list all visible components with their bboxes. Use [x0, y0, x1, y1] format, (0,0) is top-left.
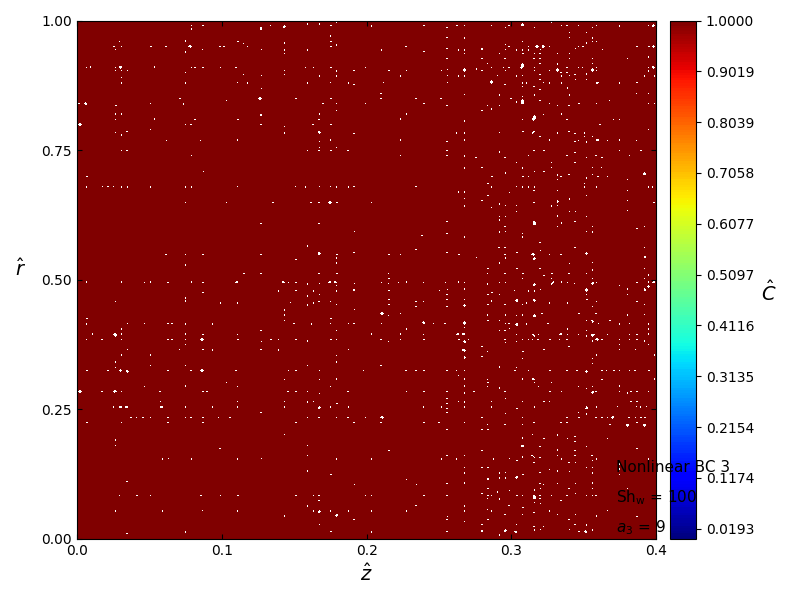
Text: $a_3$ = 9: $a_3$ = 9: [616, 518, 666, 538]
Text: $\mathrm{Sh_w}$ = 100: $\mathrm{Sh_w}$ = 100: [616, 488, 697, 508]
X-axis label: $\hat{z}$: $\hat{z}$: [360, 563, 373, 585]
Text: Nonlinear BC 3: Nonlinear BC 3: [616, 461, 730, 475]
Y-axis label: $\hat{r}$: $\hat{r}$: [15, 257, 26, 280]
Y-axis label: $\hat{C}$: $\hat{C}$: [761, 280, 776, 305]
